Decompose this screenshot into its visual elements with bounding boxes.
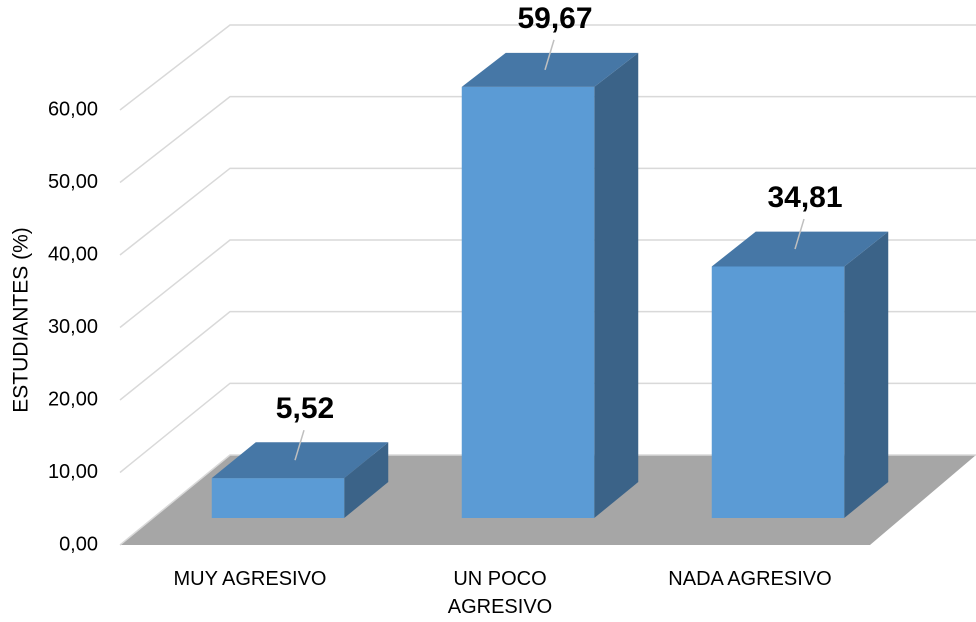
x-tick-label: NADA AGRESIVO (668, 568, 832, 590)
x-tick-label: UN POCO AGRESIVO (447, 568, 553, 618)
value-label: 5,52 (276, 392, 334, 425)
y-axis-label: ESTUDIANTES (%) (10, 227, 33, 413)
bar (461, 52, 639, 518)
y-tick-label: 20,00 (48, 388, 98, 410)
bar (711, 231, 889, 518)
leader-line (794, 218, 805, 250)
y-tick-label: 10,00 (48, 461, 98, 483)
grid-line (119, 239, 976, 329)
bar-front (211, 478, 345, 518)
grid-line (119, 95, 976, 184)
bar-front (461, 86, 595, 518)
bar-top (461, 52, 639, 87)
bar (211, 442, 389, 518)
bar-top (211, 442, 389, 479)
bar-side (594, 52, 639, 518)
bar-top (711, 231, 889, 267)
y-tick-label: 60,00 (48, 98, 98, 120)
x-tick-label: MUY AGRESIVO (173, 568, 327, 590)
bar-side (844, 231, 889, 518)
bar-front (711, 266, 845, 518)
grid-line (119, 167, 976, 256)
y-tick-label: 0,00 (59, 533, 98, 555)
leader-line (544, 39, 555, 71)
bar-side (344, 442, 389, 518)
grid-line (119, 24, 976, 111)
y-tick-label: 40,00 (48, 243, 98, 265)
value-label: 59,67 (517, 2, 592, 35)
value-label: 34,81 (767, 181, 842, 214)
y-tick-label: 30,00 (48, 316, 98, 338)
leader-line (294, 429, 305, 461)
y-tick-label: 50,00 (48, 171, 98, 193)
